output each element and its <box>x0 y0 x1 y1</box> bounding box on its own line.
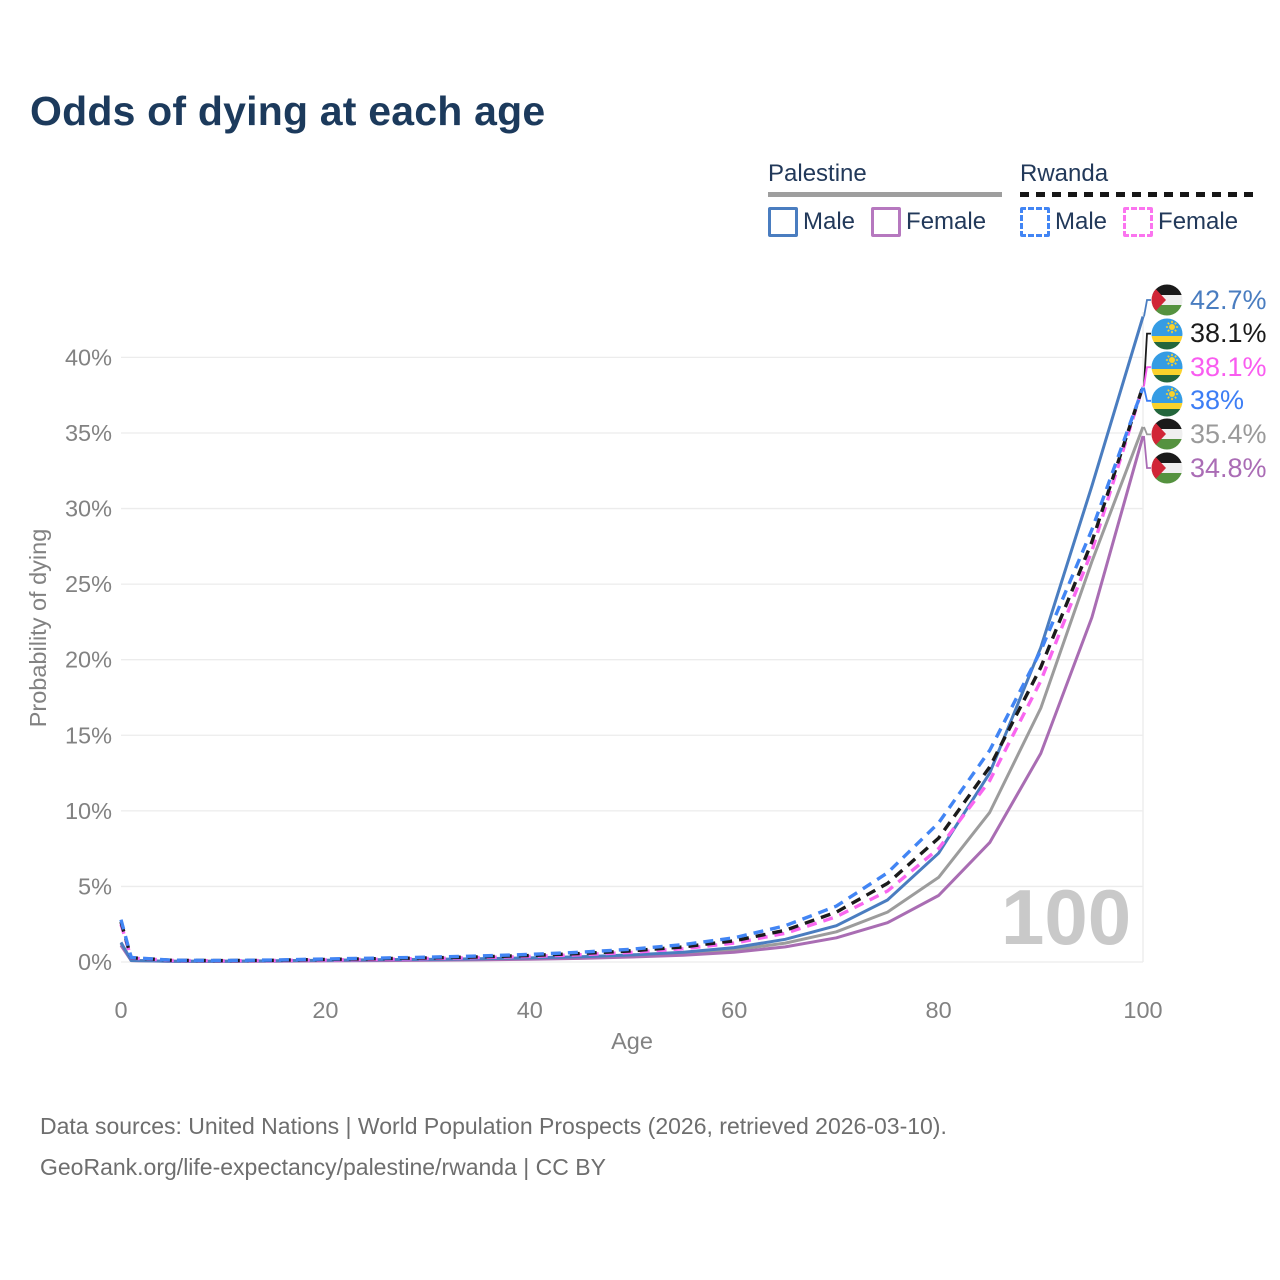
legend-label-palestine-male: Male <box>803 208 856 235</box>
line-rwanda-male <box>119 387 1145 963</box>
x-tick-80: 80 <box>926 997 952 1023</box>
legend-label-palestine-female: Female <box>906 208 987 235</box>
y-tick-30: 30% <box>65 496 112 522</box>
y-tick-35: 35% <box>65 420 112 446</box>
line-rwanda-female <box>119 385 1145 963</box>
legend-checkbox-palestine-male[interactable] <box>768 207 798 237</box>
y-tick-20: 20% <box>65 647 112 673</box>
x-tick-0: 0 <box>114 997 127 1023</box>
line-rwanda-both <box>119 385 1145 963</box>
palestine-solid-line-sample <box>768 192 1003 197</box>
line-palestine-both <box>119 426 1145 963</box>
legend-checkbox-rwanda-female[interactable] <box>1123 207 1154 237</box>
line-palestine-male <box>119 316 1145 963</box>
legend-label-rwanda-female: Female <box>1158 208 1239 235</box>
footer-attribution-link: GeoRank.org/life-expectancy/palestine/rw… <box>40 1154 606 1180</box>
x-tick-20: 20 <box>312 997 338 1023</box>
legend-group-rwanda: Rwanda Male Female <box>1020 160 1255 237</box>
label-connector-palestine-male <box>1143 299 1151 317</box>
x-axis-title: Age <box>611 1028 653 1054</box>
label-connector-palestine-female <box>1143 435 1151 469</box>
y-tick-10: 10% <box>65 798 112 824</box>
line-palestine-female <box>119 435 1145 963</box>
label-connector-rwanda-female <box>1143 366 1151 387</box>
y-tick-15: 15% <box>65 722 112 748</box>
x-tick-40: 40 <box>517 997 543 1023</box>
label-connector-rwanda-male <box>1143 387 1151 402</box>
x-tick-60: 60 <box>721 997 747 1023</box>
footer-data-sources: Data sources: United Nations | World Pop… <box>40 1113 947 1139</box>
page-title: Odds of dying at each age <box>30 88 546 134</box>
legend-checkbox-palestine-female[interactable] <box>871 207 902 237</box>
rwanda-dashed-line-sample <box>1020 192 1255 197</box>
watermark-age-100: 100 <box>1001 873 1131 961</box>
y-tick-25: 25% <box>65 571 112 597</box>
legend-group-palestine: Palestine Male Female <box>768 160 1003 237</box>
legend-country-palestine-label: Palestine <box>768 160 867 187</box>
x-tick-100: 100 <box>1123 997 1162 1023</box>
label-connector-rwanda-both <box>1143 332 1151 387</box>
legend-checkbox-rwanda-male[interactable] <box>1020 207 1050 237</box>
legend-country-palestine: Palestine <box>768 160 1003 197</box>
label-connector-palestine-both <box>1143 426 1151 436</box>
y-tick-40: 40% <box>65 344 112 370</box>
y-axis-title: Probability of dying <box>25 529 51 728</box>
y-tick-0: 0% <box>78 949 112 975</box>
legend-country-rwanda-label: Rwanda <box>1020 160 1109 187</box>
footer: Data sources: United Nations | World Pop… <box>40 1106 947 1188</box>
y-tick-5: 5% <box>78 873 112 899</box>
legend-label-rwanda-male: Male <box>1055 208 1108 235</box>
legend-country-rwanda: Rwanda <box>1020 160 1255 197</box>
